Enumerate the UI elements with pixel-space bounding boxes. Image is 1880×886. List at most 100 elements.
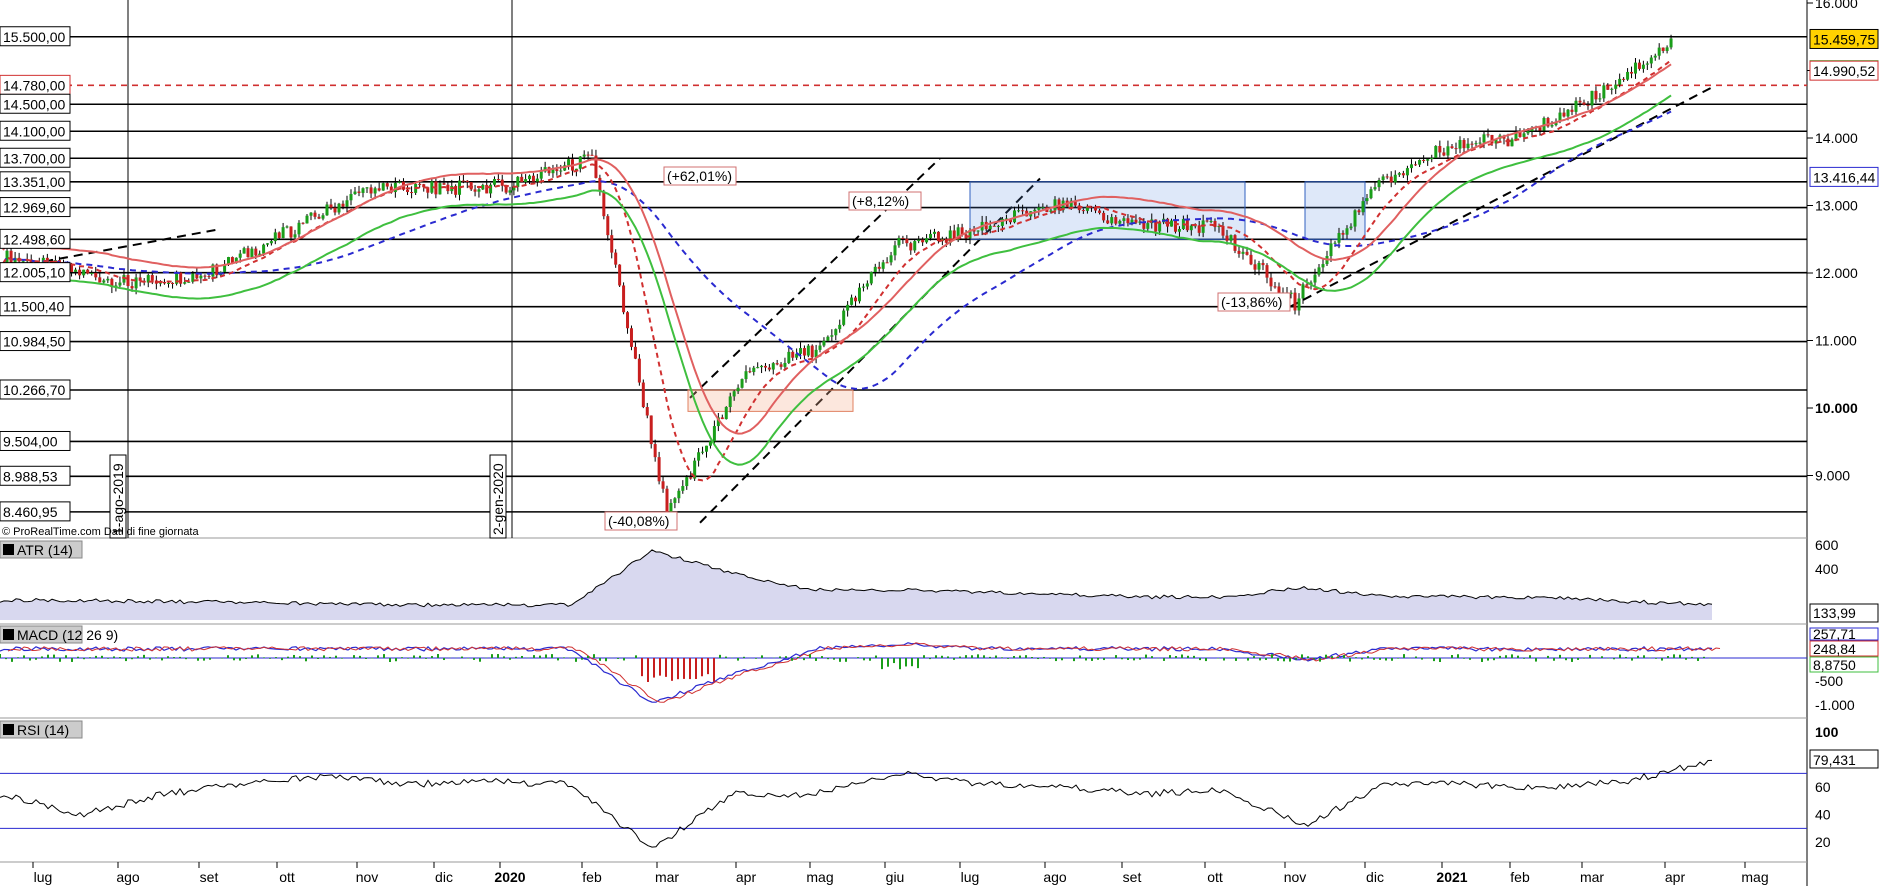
annotation-text: (+62,01%) <box>667 168 732 184</box>
candle-body <box>1630 71 1634 74</box>
candle-body <box>814 349 818 358</box>
candle-body <box>669 502 673 519</box>
level-label-box <box>0 331 71 352</box>
vertical-date-box <box>109 454 127 539</box>
candle-body <box>175 272 179 284</box>
candle-body <box>1570 109 1574 112</box>
candle-body <box>1253 264 1257 270</box>
candle-body <box>1353 210 1357 227</box>
candle-body <box>641 382 645 408</box>
candle-body <box>1333 242 1337 244</box>
candle-body <box>1004 218 1008 220</box>
candle-body <box>791 351 795 358</box>
candle-body <box>531 175 535 182</box>
candle-body <box>293 234 297 238</box>
candle-body <box>1389 176 1393 183</box>
candle-body <box>996 225 1000 227</box>
candle-body <box>1069 200 1073 207</box>
candle-body <box>574 168 578 171</box>
candle-body <box>1041 207 1045 209</box>
price-badge: 15.459,75 <box>1809 28 1879 49</box>
candle-body <box>215 264 219 276</box>
candle-body <box>110 278 114 288</box>
candle-body <box>1261 262 1265 266</box>
candle-body <box>1486 134 1490 136</box>
candle-body <box>430 181 434 193</box>
candle-body <box>909 243 913 251</box>
level-label: 10.984,50 <box>0 331 71 352</box>
level-label-box <box>0 379 71 400</box>
candle-body <box>1626 71 1630 80</box>
candle-body <box>740 379 744 388</box>
level-label: 13.351,00 <box>0 171 71 192</box>
candle-body <box>854 297 858 302</box>
level-label-text: 10.984,50 <box>3 334 65 350</box>
candle-body <box>657 457 661 482</box>
candle-body <box>426 187 430 193</box>
candle-body <box>1637 62 1641 69</box>
panel-title-text: RSI (14) <box>17 722 69 738</box>
candle-body <box>1345 228 1349 235</box>
candle-body <box>1385 176 1389 178</box>
candle-body <box>477 189 481 192</box>
candle-body <box>361 188 365 193</box>
candle-body <box>211 264 215 277</box>
candle-body <box>1566 109 1570 117</box>
candle-body <box>724 407 728 420</box>
candle-body <box>1269 277 1273 287</box>
candle-body <box>512 186 516 191</box>
candle-body <box>661 481 665 489</box>
panel-title-swatch <box>3 544 14 555</box>
candle-body <box>838 324 842 330</box>
candle-body <box>1142 221 1146 229</box>
candle-body <box>1114 217 1118 224</box>
source-note: © ProRealTime.com Dati di fine giornata <box>2 526 199 538</box>
candle-body <box>594 155 598 178</box>
level-labels: 15.500,00 14.780,00 14.500,00 14.100,00 13.7… <box>0 26 71 522</box>
level-label: 14.500,00 <box>0 93 71 114</box>
candle-body <box>756 367 760 369</box>
candle-body <box>341 203 345 207</box>
candle-body <box>1474 143 1478 145</box>
candle-body <box>1422 159 1426 161</box>
annotation-box <box>1217 292 1291 312</box>
candle-body <box>1110 217 1114 224</box>
candle-body <box>313 212 317 217</box>
candle-body <box>397 181 401 183</box>
candle-body <box>1017 210 1021 212</box>
x-axis-label: mar <box>1580 869 1604 885</box>
candle-body <box>1470 143 1474 145</box>
candle-body <box>309 212 313 216</box>
level-label-text: 14.780,00 <box>3 77 65 93</box>
candle-body <box>381 183 385 191</box>
candle-body <box>677 490 681 499</box>
macd-value-box-partial <box>1809 627 1879 641</box>
candle-body <box>1405 168 1409 176</box>
candle-body <box>289 226 293 238</box>
candle-body <box>1134 219 1138 223</box>
candle-body <box>708 441 712 446</box>
price-axis-label: 11.000 <box>1815 333 1857 349</box>
rsi-tick: 20 <box>1815 834 1831 850</box>
candle-body <box>281 227 285 239</box>
candle-body <box>1514 132 1518 140</box>
candle-body <box>1598 98 1602 100</box>
annotation-text: (-40,08%) <box>608 513 669 529</box>
level-label: 12.498,60 <box>0 228 71 249</box>
candle-body <box>1438 145 1442 153</box>
candle-body <box>337 203 341 213</box>
candle-body <box>535 178 539 182</box>
candle-body <box>524 179 528 183</box>
candle-body <box>329 204 333 208</box>
candle-body <box>1594 90 1598 100</box>
x-axis-label: giu <box>886 869 905 885</box>
price-axis-label: 10.000 <box>1815 400 1858 416</box>
x-axis-label: mag <box>806 869 833 885</box>
level-label-box <box>0 465 71 486</box>
candle-body <box>9 250 13 265</box>
candle-body <box>353 191 357 195</box>
annotation-text: (-13,86%) <box>1221 294 1282 310</box>
candle-body <box>913 241 917 251</box>
candle-body <box>1273 286 1277 288</box>
